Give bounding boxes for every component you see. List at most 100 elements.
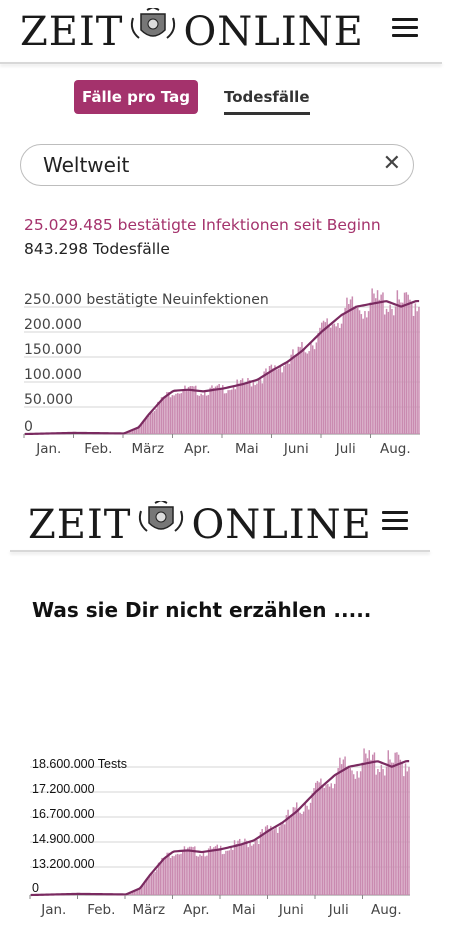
daily-bar [204,391,206,434]
daily-bar [235,844,237,895]
daily-bar [328,786,331,895]
chart2-y-axis: 18.600.000 Tests 17.200.000 16.700.000 1… [32,757,127,895]
daily-bar [299,347,301,434]
daily-bar [391,762,393,895]
tab-cases-per-day[interactable]: Fälle pro Tag [74,80,198,114]
daily-bar [325,784,327,895]
daily-bar [396,752,398,895]
daily-bar [191,386,193,434]
menu-icon[interactable] [382,511,408,531]
daily-bar [292,807,294,895]
daily-bar [278,826,281,895]
daily-bar [357,307,359,434]
daily-bar [225,850,227,895]
daily-bar [141,422,143,434]
daily-bar [242,843,244,895]
zeit-online-logo[interactable]: ZEIT ONLINE [20,5,364,56]
daily-bar [138,888,141,895]
daily-bar [216,385,219,434]
daily-bar [324,322,327,434]
x-tick-label: Jan. [40,902,66,918]
daily-bar [202,395,204,434]
daily-bar [222,385,224,434]
daily-bar [157,401,159,434]
daily-bar [340,323,343,434]
daily-bar [259,832,262,895]
daily-bar [358,310,361,434]
close-icon[interactable]: ✕ [382,151,401,176]
daily-bar [144,883,146,895]
daily-bar [339,327,341,434]
daily-bar [287,809,289,895]
daily-bar [304,803,307,895]
daily-bar [315,782,317,895]
daily-bar [166,852,168,895]
daily-bar [394,306,397,434]
x-tick-label: Feb. [87,902,115,918]
daily-bar [412,315,415,434]
daily-bar [348,304,350,434]
daily-bar [367,311,370,434]
daily-bar [220,845,222,895]
daily-bar [346,297,348,434]
chart1-average-line [24,299,420,436]
daily-bar [267,372,269,434]
daily-bar [150,413,152,434]
daily-bar [230,847,232,895]
daily-bar [288,363,291,434]
daily-bar [175,393,177,434]
daily-bar [384,775,386,895]
daily-bar [275,827,277,895]
daily-bar [164,857,167,895]
daily-bar [334,783,336,895]
daily-bar [351,770,353,895]
region-search-field[interactable]: Weltweit ✕ [20,144,414,186]
zeit-online-logo[interactable]: ZEIT ONLINE [28,498,372,549]
daily-bar [358,777,360,895]
daily-bar [202,852,205,895]
daily-bar [194,846,196,895]
daily-bar [295,354,298,434]
daily-bar [204,856,206,895]
daily-bar [145,880,148,895]
daily-bar [365,753,367,895]
daily-bar [178,393,181,434]
daily-bar [229,390,231,434]
daily-bar [373,293,375,434]
daily-bar [223,853,225,895]
daily-bar [281,372,283,434]
daily-bar [142,883,144,895]
menu-icon[interactable] [392,18,418,38]
y-tick-label: 18.600.000 Tests [32,757,127,771]
daily-bar [186,389,188,434]
daily-bar [349,299,352,434]
daily-bar [148,415,150,434]
x-tick-label: Mai [235,441,259,457]
daily-bar [132,429,134,434]
daily-bar [239,838,241,895]
daily-bar [176,853,179,895]
daily-bar [250,386,253,434]
daily-bar [169,397,172,434]
daily-bar [268,828,270,895]
daily-bar [171,855,174,895]
daily-bar [349,767,351,895]
logo-text-left: ZEIT [20,9,124,55]
daily-bar [169,858,172,895]
daily-bar [160,397,163,434]
daily-bar [399,759,402,895]
daily-bar [276,369,278,434]
daily-bar [347,765,350,895]
deaths-total: 843.298 Todesfälle [24,240,170,258]
daily-bar [320,778,322,895]
daily-bar [296,802,298,895]
daily-bar [387,311,390,434]
daily-bar [294,356,296,434]
daily-bar [249,380,251,434]
daily-bar [232,849,234,895]
tab-deaths[interactable]: Todesfälle [224,86,310,115]
daily-bar [323,787,326,895]
daily-bar [308,351,310,434]
daily-bar [355,305,357,434]
daily-bar [139,425,141,434]
